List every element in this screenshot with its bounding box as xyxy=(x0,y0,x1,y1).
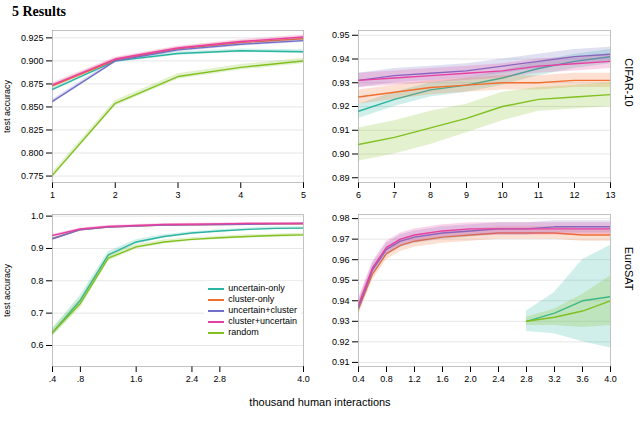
svg-text:0.800: 0.800 xyxy=(21,148,44,158)
svg-text:2: 2 xyxy=(113,190,118,200)
svg-text:9: 9 xyxy=(464,190,469,200)
svg-text:1.2: 1.2 xyxy=(408,374,421,384)
svg-text:1.0: 1.0 xyxy=(31,211,44,221)
svg-text:0.9: 0.9 xyxy=(31,243,44,253)
svg-text:4: 4 xyxy=(238,190,243,200)
svg-text:0.93: 0.93 xyxy=(332,316,350,326)
svg-text:2.0: 2.0 xyxy=(464,374,477,384)
svg-text:0.91: 0.91 xyxy=(332,125,350,135)
svg-text:5: 5 xyxy=(301,190,306,200)
svg-text:0.95: 0.95 xyxy=(332,30,350,40)
html-text:uncertain+cluster: uncertain+cluster xyxy=(228,305,297,315)
svg-text:4.0: 4.0 xyxy=(297,374,310,384)
svg-text:.8: .8 xyxy=(77,374,85,384)
svg-text:CIFAR-10: CIFAR-10 xyxy=(623,58,635,106)
svg-text:0.95: 0.95 xyxy=(332,275,350,285)
svg-text:3: 3 xyxy=(175,190,180,200)
svg-text:0.92: 0.92 xyxy=(332,101,350,111)
svg-text:2.8: 2.8 xyxy=(520,374,533,384)
svg-text:4.0: 4.0 xyxy=(604,374,617,384)
svg-text:0.875: 0.875 xyxy=(21,79,44,89)
svg-text:0.4: 0.4 xyxy=(352,374,365,384)
svg-text:3.2: 3.2 xyxy=(548,374,561,384)
svg-text:test accuracy: test accuracy xyxy=(2,263,12,317)
svg-text:2.4: 2.4 xyxy=(492,374,505,384)
svg-text:13: 13 xyxy=(605,190,615,200)
html-text:random: random xyxy=(228,327,259,337)
html-text:cluster+uncertain: cluster+uncertain xyxy=(228,316,297,326)
svg-text:6: 6 xyxy=(356,190,361,200)
svg-text:10: 10 xyxy=(497,190,507,200)
svg-text:8: 8 xyxy=(428,190,433,200)
svg-text:2.4: 2.4 xyxy=(186,374,199,384)
svg-text:1: 1 xyxy=(50,190,55,200)
svg-text:2.8: 2.8 xyxy=(214,374,227,384)
svg-text:0.7: 0.7 xyxy=(31,308,44,318)
svg-text:11: 11 xyxy=(534,190,543,200)
svg-text:0.94: 0.94 xyxy=(332,54,350,64)
svg-text:0.8: 0.8 xyxy=(380,374,393,384)
svg-text:0.925: 0.925 xyxy=(21,33,44,43)
svg-text:7: 7 xyxy=(392,190,397,200)
svg-text:12: 12 xyxy=(569,190,579,200)
svg-text:1.6: 1.6 xyxy=(436,374,449,384)
svg-text:0.91: 0.91 xyxy=(332,357,350,367)
html-text:uncertain-only: uncertain-only xyxy=(228,283,285,293)
svg-text:0.93: 0.93 xyxy=(332,78,350,88)
svg-text:0.96: 0.96 xyxy=(332,255,350,265)
svg-text:0.825: 0.825 xyxy=(21,125,44,135)
svg-text:EuroSAT: EuroSAT xyxy=(623,247,635,291)
svg-text:0.900: 0.900 xyxy=(21,56,44,66)
svg-text:0.94: 0.94 xyxy=(332,296,350,306)
svg-text:0.97: 0.97 xyxy=(332,234,350,244)
svg-text:0.89: 0.89 xyxy=(332,173,350,183)
html-text:cluster-only: cluster-only xyxy=(228,294,275,304)
html-text:thousand human interactions: thousand human interactions xyxy=(249,396,391,408)
svg-text:0.98: 0.98 xyxy=(332,213,350,223)
svg-text:0.8: 0.8 xyxy=(31,276,44,286)
svg-text:3.6: 3.6 xyxy=(576,374,589,384)
svg-text:0.6: 0.6 xyxy=(31,340,44,350)
svg-text:0.90: 0.90 xyxy=(332,149,350,159)
svg-text:0.850: 0.850 xyxy=(21,102,44,112)
svg-text:0.92: 0.92 xyxy=(332,337,350,347)
html-text:5 Results: 5 Results xyxy=(12,4,67,19)
svg-text:0.775: 0.775 xyxy=(21,171,44,181)
svg-text:test accuracy: test accuracy xyxy=(2,79,12,133)
svg-text:1.6: 1.6 xyxy=(130,374,143,384)
svg-text:.4: .4 xyxy=(49,374,57,384)
